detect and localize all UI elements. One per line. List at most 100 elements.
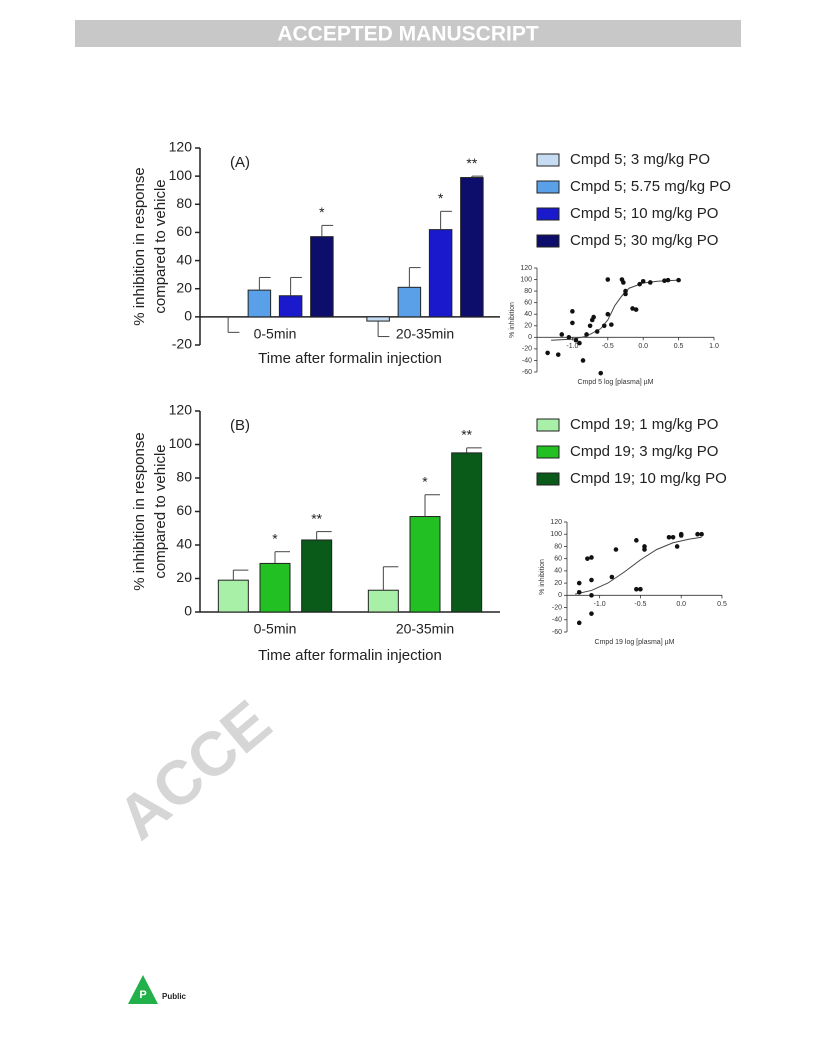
- point: [633, 307, 639, 312]
- y-tick-label: 60: [554, 556, 562, 563]
- footer-logo-shape: [128, 975, 158, 1004]
- y-tick-label: -20: [552, 604, 562, 611]
- x-tick-label: 20-35min: [396, 326, 454, 342]
- significance: *: [272, 530, 278, 546]
- point: [576, 589, 582, 595]
- point: [584, 332, 589, 337]
- point: [609, 322, 614, 327]
- y-axis-label: compared to vehicle: [152, 444, 169, 578]
- point: [585, 556, 590, 561]
- significance: **: [311, 510, 322, 526]
- bar: [397, 286, 422, 318]
- point: [589, 611, 594, 616]
- panel-label: (B): [230, 417, 250, 434]
- y-tick-label: 80: [554, 543, 562, 550]
- legend-swatch: [536, 234, 560, 248]
- bar: [428, 229, 453, 318]
- point: [637, 281, 642, 287]
- legend-swatch: [536, 445, 560, 459]
- point: [570, 309, 575, 314]
- bar: [301, 539, 333, 613]
- x-axis-label: Cmpd 19 log [plasma] µM: [595, 639, 675, 646]
- legend-swatch: [536, 180, 560, 194]
- point: [573, 337, 579, 343]
- point: [605, 311, 611, 317]
- x-tick-label: 0.5: [674, 343, 684, 350]
- y-tick-label: -20: [522, 346, 532, 353]
- point: [613, 547, 619, 552]
- y-tick-label: 60: [176, 223, 192, 239]
- bar: [460, 177, 484, 318]
- legend-label: Cmpd 5; 10 mg/kg PO: [570, 205, 718, 222]
- point: [577, 340, 582, 346]
- point: [576, 580, 582, 586]
- bar: [259, 562, 291, 613]
- x-tick-label: 1.0: [709, 343, 719, 350]
- point: [662, 278, 667, 284]
- y-tick-label: 120: [169, 402, 193, 418]
- legend-label: Cmpd 5; 5.75 mg/kg PO: [570, 178, 731, 195]
- point: [598, 370, 604, 376]
- y-axis-label: % inhibition in response: [131, 432, 148, 590]
- x-tick-label: 0.0: [638, 343, 648, 350]
- y-tick-label: 0: [558, 592, 562, 599]
- y-tick-label: -20: [172, 336, 192, 352]
- y-tick-label: 100: [520, 276, 532, 283]
- y-tick-label: -40: [522, 357, 532, 364]
- point: [670, 534, 676, 540]
- legend-swatch: [536, 207, 560, 221]
- y-tick-label: 0: [184, 308, 192, 324]
- point: [676, 277, 681, 283]
- panel-label: (A): [230, 154, 250, 171]
- point: [647, 280, 653, 285]
- point: [678, 533, 684, 538]
- y-tick-label: 100: [169, 435, 193, 451]
- point: [589, 555, 594, 560]
- x-tick-label: 0-5min: [254, 621, 297, 637]
- y-tick-label: 40: [524, 311, 532, 318]
- y-tick-label: 100: [169, 167, 193, 183]
- y-axis-label: % inhibition: [509, 302, 516, 338]
- point: [594, 329, 600, 334]
- y-tick-label: 40: [176, 536, 192, 552]
- point: [640, 278, 646, 284]
- point: [580, 358, 586, 363]
- legend-label: Cmpd 5; 30 mg/kg PO: [570, 232, 718, 249]
- point: [699, 531, 704, 537]
- y-tick-label: 40: [554, 568, 562, 575]
- y-tick-label: 120: [520, 265, 532, 272]
- x-tick-label: 0.0: [676, 601, 686, 608]
- y-tick-label: 0: [528, 334, 532, 341]
- footer-label: Public: [162, 992, 187, 1001]
- significance: **: [461, 427, 472, 443]
- y-tick-label: 120: [169, 139, 193, 155]
- y-tick-label: 20: [176, 279, 192, 295]
- legend-label: Cmpd 5; 3 mg/kg PO: [570, 151, 710, 168]
- x-tick-label: 0.5: [717, 601, 727, 608]
- bar: [366, 316, 390, 322]
- y-tick-label: -60: [522, 369, 532, 376]
- legend-label: Cmpd 19; 3 mg/kg PO: [570, 443, 718, 460]
- fit-curve: [551, 279, 679, 341]
- point: [623, 291, 628, 297]
- x-tick-label: 20-35min: [396, 621, 454, 637]
- point: [638, 586, 643, 592]
- point: [621, 280, 626, 285]
- point: [634, 538, 639, 543]
- bar: [310, 236, 334, 318]
- point: [591, 314, 596, 320]
- point: [566, 335, 572, 340]
- y-tick-label: 80: [524, 288, 532, 295]
- x-axis-label: Cmpd 5 log [plasma] µM: [577, 379, 653, 386]
- legend-label: Cmpd 19; 1 mg/kg PO: [570, 416, 718, 433]
- y-tick-label: -40: [552, 617, 562, 624]
- header-bar: [75, 20, 741, 47]
- y-tick-label: 40: [176, 251, 192, 267]
- y-tick-label: 60: [524, 300, 532, 307]
- y-axis-label: % inhibition in response: [131, 167, 148, 325]
- y-tick-label: -60: [552, 629, 562, 636]
- y-tick-label: 20: [554, 580, 562, 587]
- y-tick-label: 20: [176, 569, 192, 585]
- point: [555, 352, 561, 357]
